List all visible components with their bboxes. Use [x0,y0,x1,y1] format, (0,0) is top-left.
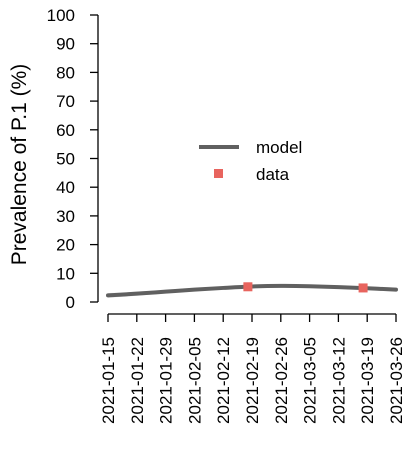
x-axis: 2021-01-15 2021-01-22 2021-01-29 2021-02-05… [99,313,406,424]
x-tick-label: 2021-03-12 [329,337,348,424]
y-tick-label: 10 [56,264,75,283]
y-tick-label: 40 [56,178,75,197]
x-tick-label: 2021-03-26 [387,337,406,424]
x-tick-label: 2021-01-29 [157,337,176,424]
legend-data-swatch [214,169,223,178]
legend-model-label: model [256,138,302,157]
y-tick-label: 80 [56,63,75,82]
y-tick-label: 30 [56,207,75,226]
y-tick-label: 90 [56,35,75,54]
y-axis: 0 10 20 30 40 50 60 70 80 90 100 Prevalence of P.1… [8,6,99,312]
data-points [243,282,368,293]
y-tick-label: 100 [47,6,75,25]
x-ticks: 2021-01-15 2021-01-22 2021-01-29 2021-02-05… [99,314,406,424]
x-tick-label: 2021-02-05 [185,337,204,424]
x-tick-label: 2021-02-26 [272,337,291,424]
y-tick-label: 70 [56,92,75,111]
x-tick-label: 2021-02-12 [214,337,233,424]
y-tick-label: 0 [66,293,75,312]
x-tick-label: 2021-01-22 [128,337,147,424]
y-tick-label: 50 [56,150,75,169]
plot-area [106,282,398,298]
data-point [243,282,253,292]
y-tick-label: 20 [56,236,75,255]
x-tick-label: 2021-01-15 [99,337,118,424]
y-tick-label: 60 [56,121,75,140]
y-ticks: 0 10 20 30 40 50 60 70 80 90 100 [47,6,98,312]
data-point [358,283,368,293]
legend-data-label: data [256,165,290,184]
x-tick-label: 2021-03-05 [301,337,320,424]
x-tick-label: 2021-02-19 [243,337,262,424]
legend: model data [199,138,302,184]
y-axis-title: Prevalence of P.1 (%) [8,64,31,266]
x-tick-label: 2021-03-19 [358,337,377,424]
